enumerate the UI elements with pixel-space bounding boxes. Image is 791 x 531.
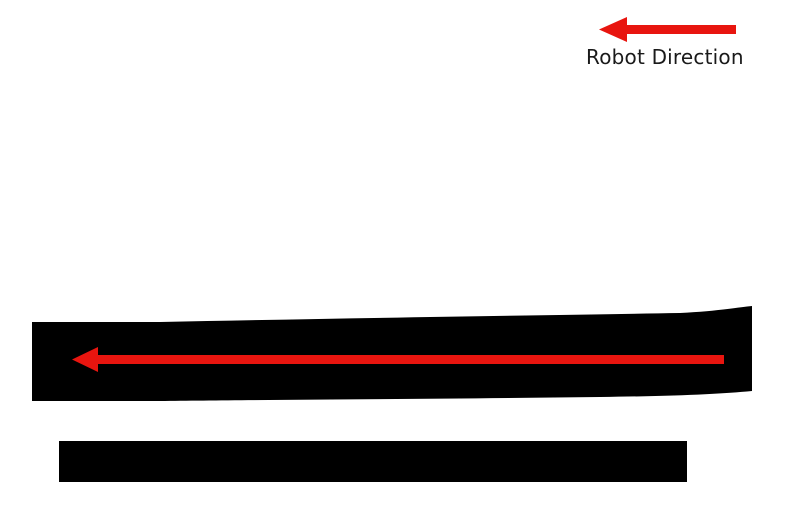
legend-label: Robot Direction <box>586 45 744 69</box>
legend-arrow-shaft <box>620 25 736 34</box>
path-direction-arrow-icon <box>72 347 724 372</box>
lower-black-bar <box>59 441 687 482</box>
path-arrow-shaft <box>94 355 724 364</box>
path-arrow-head <box>72 347 98 372</box>
thick-black-line <box>32 306 752 401</box>
legend-arrow-icon <box>599 17 736 42</box>
legend-arrow-head <box>599 17 627 42</box>
